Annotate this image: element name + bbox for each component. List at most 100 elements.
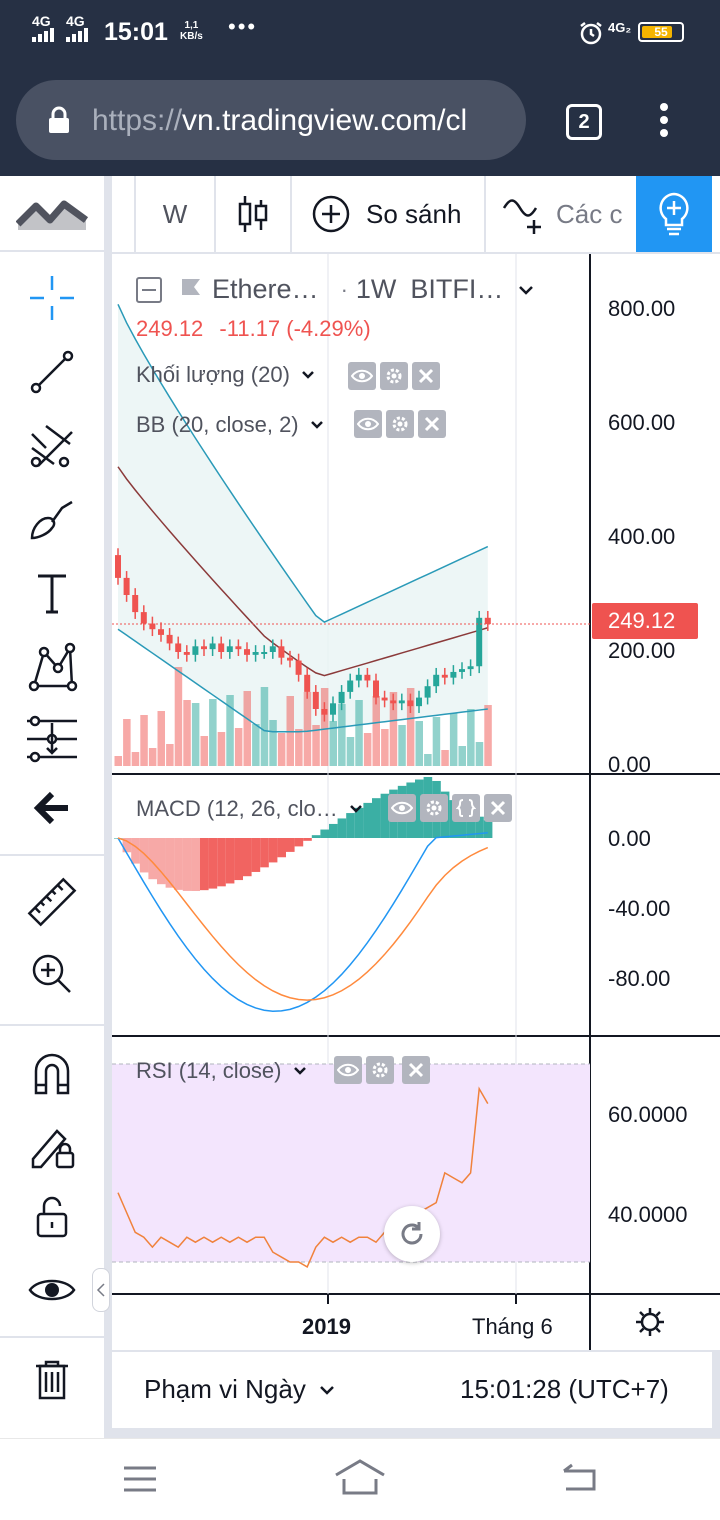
home-icon[interactable] xyxy=(334,1459,386,1495)
volume-bar xyxy=(174,667,183,766)
symbol-legend[interactable]: Ethere… · 1W BITFI… xyxy=(136,274,535,305)
macd-tick: -40.00 xyxy=(608,896,671,921)
indicators-button[interactable]: Các c xyxy=(486,176,636,252)
macd-histogram-bar xyxy=(363,802,372,838)
menu-icon[interactable] xyxy=(122,1465,158,1493)
volume-bar xyxy=(312,725,320,766)
collapse-toolbar-handle[interactable] xyxy=(92,1268,110,1312)
visibility-eye-icon[interactable] xyxy=(334,1056,362,1084)
candle-body xyxy=(347,680,354,692)
chevron-down-icon[interactable] xyxy=(309,419,325,431)
timezone-clock[interactable]: 15:01:28 (UTC+7) xyxy=(460,1374,669,1404)
volume-bar xyxy=(200,736,208,766)
network-type-icon: 4G₂ xyxy=(608,20,632,35)
chevron-down-icon[interactable] xyxy=(292,1065,308,1077)
settings-gear-icon[interactable] xyxy=(386,410,414,438)
macd-legend[interactable]: MACD (12, 26, clo… xyxy=(136,796,364,822)
candle-body xyxy=(381,697,388,701)
magnet-icon[interactable] xyxy=(20,1042,84,1106)
bb-legend[interactable]: BB (20, close, 2) xyxy=(136,412,325,438)
ruler-icon[interactable] xyxy=(20,870,84,934)
url-text[interactable]: https://vn.tradingview.com/cl xyxy=(92,104,468,137)
signal-line xyxy=(117,837,489,1001)
macd-histogram-bar xyxy=(234,838,243,881)
macd-histogram-bar xyxy=(122,838,132,853)
settings-gear-icon[interactable] xyxy=(380,362,408,390)
brush-icon[interactable] xyxy=(20,488,84,552)
eye-icon[interactable] xyxy=(20,1258,84,1322)
chart-settings-button[interactable] xyxy=(632,1304,668,1340)
macd-histogram-bar xyxy=(415,779,424,838)
lock-drawings-icon[interactable] xyxy=(20,1114,84,1178)
chart-area[interactable]: Ethere… · 1W BITFI… 249.12 -11.17 (-4.29… xyxy=(112,254,720,1350)
more-notifications-icon: ••• xyxy=(228,14,258,39)
arrow-left-icon[interactable] xyxy=(20,776,84,840)
collapse-legend-icon[interactable] xyxy=(136,276,162,303)
macd-histogram-bar xyxy=(260,838,269,868)
back-icon[interactable] xyxy=(560,1463,598,1493)
rsi-legend[interactable]: RSI (14, close) xyxy=(136,1058,308,1084)
macd-tick: 0.00 xyxy=(608,826,651,851)
visibility-eye-icon[interactable] xyxy=(388,794,416,822)
pitchfork-icon[interactable] xyxy=(20,414,84,478)
macd-histogram-bar xyxy=(354,807,364,838)
browser-menu-icon[interactable] xyxy=(650,100,678,144)
chart-canvas[interactable] xyxy=(112,254,720,1350)
macd-histogram-bar xyxy=(303,838,312,841)
flag-icon[interactable] xyxy=(180,277,202,303)
macd-histogram-bar xyxy=(157,838,166,885)
pattern-icon[interactable] xyxy=(20,636,84,700)
trend-line-icon[interactable] xyxy=(20,340,84,404)
timeframe-label: 1W xyxy=(355,274,397,304)
chart-toolbar: W So sánh Các c xyxy=(112,176,720,252)
chevron-down-icon[interactable] xyxy=(348,803,364,815)
trash-icon[interactable] xyxy=(20,1348,84,1412)
crosshair-icon[interactable] xyxy=(20,266,84,330)
candle-body xyxy=(321,709,328,715)
macd-tick: -80.00 xyxy=(608,966,671,991)
text-tool-icon[interactable] xyxy=(20,562,84,626)
tab-switcher-button[interactable]: 2 xyxy=(566,104,602,140)
volume-bar xyxy=(209,699,217,766)
source-code-icon[interactable] xyxy=(452,794,480,822)
reset-chart-button[interactable] xyxy=(384,1206,440,1262)
settings-gear-icon[interactable] xyxy=(366,1056,394,1084)
volume-bar xyxy=(226,695,234,766)
volume-bar xyxy=(277,733,286,766)
volume-bar xyxy=(269,720,277,766)
candle-body xyxy=(295,660,302,675)
candlestick-icon xyxy=(238,196,268,232)
unlock-icon[interactable] xyxy=(20,1184,84,1248)
tradingview-logo[interactable] xyxy=(0,176,104,252)
compare-button[interactable]: So sánh xyxy=(292,176,486,252)
macd-histogram-bar xyxy=(458,806,467,838)
price-tick: 400.00 xyxy=(608,524,676,549)
date-range-button[interactable]: Phạm vi Ngày xyxy=(144,1374,336,1405)
remove-close-icon[interactable] xyxy=(402,1056,430,1084)
volume-bar xyxy=(355,700,363,766)
candle-body xyxy=(140,612,147,624)
tradingview-app: W So sánh Các c Ethere… · 1W BITFI… xyxy=(0,176,720,1438)
prediction-measure-icon[interactable] xyxy=(20,706,84,770)
settings-gear-icon[interactable] xyxy=(420,794,448,822)
macd-histogram-bar xyxy=(182,838,192,891)
visibility-eye-icon[interactable] xyxy=(348,362,376,390)
visibility-eye-icon[interactable] xyxy=(354,410,382,438)
chevron-down-icon[interactable] xyxy=(517,284,535,296)
ideas-button[interactable] xyxy=(636,176,712,252)
volume-bar xyxy=(166,744,174,766)
interval-button[interactable]: W xyxy=(136,176,216,252)
remove-close-icon[interactable] xyxy=(484,794,512,822)
volume-bar xyxy=(398,725,406,766)
remove-close-icon[interactable] xyxy=(412,362,440,390)
remove-close-icon[interactable] xyxy=(418,410,446,438)
chevron-down-icon[interactable] xyxy=(300,369,316,381)
volume-bar xyxy=(381,729,389,766)
macd-histogram-bar xyxy=(483,820,493,838)
last-price: 249.12 xyxy=(136,316,204,341)
volume-legend[interactable]: Khối lượng (20) xyxy=(136,362,316,388)
address-bar[interactable]: https://vn.tradingview.com/cl xyxy=(16,80,526,160)
zoom-in-icon[interactable] xyxy=(20,942,84,1006)
candle-body xyxy=(192,646,199,655)
chart-type-button[interactable] xyxy=(216,176,292,252)
